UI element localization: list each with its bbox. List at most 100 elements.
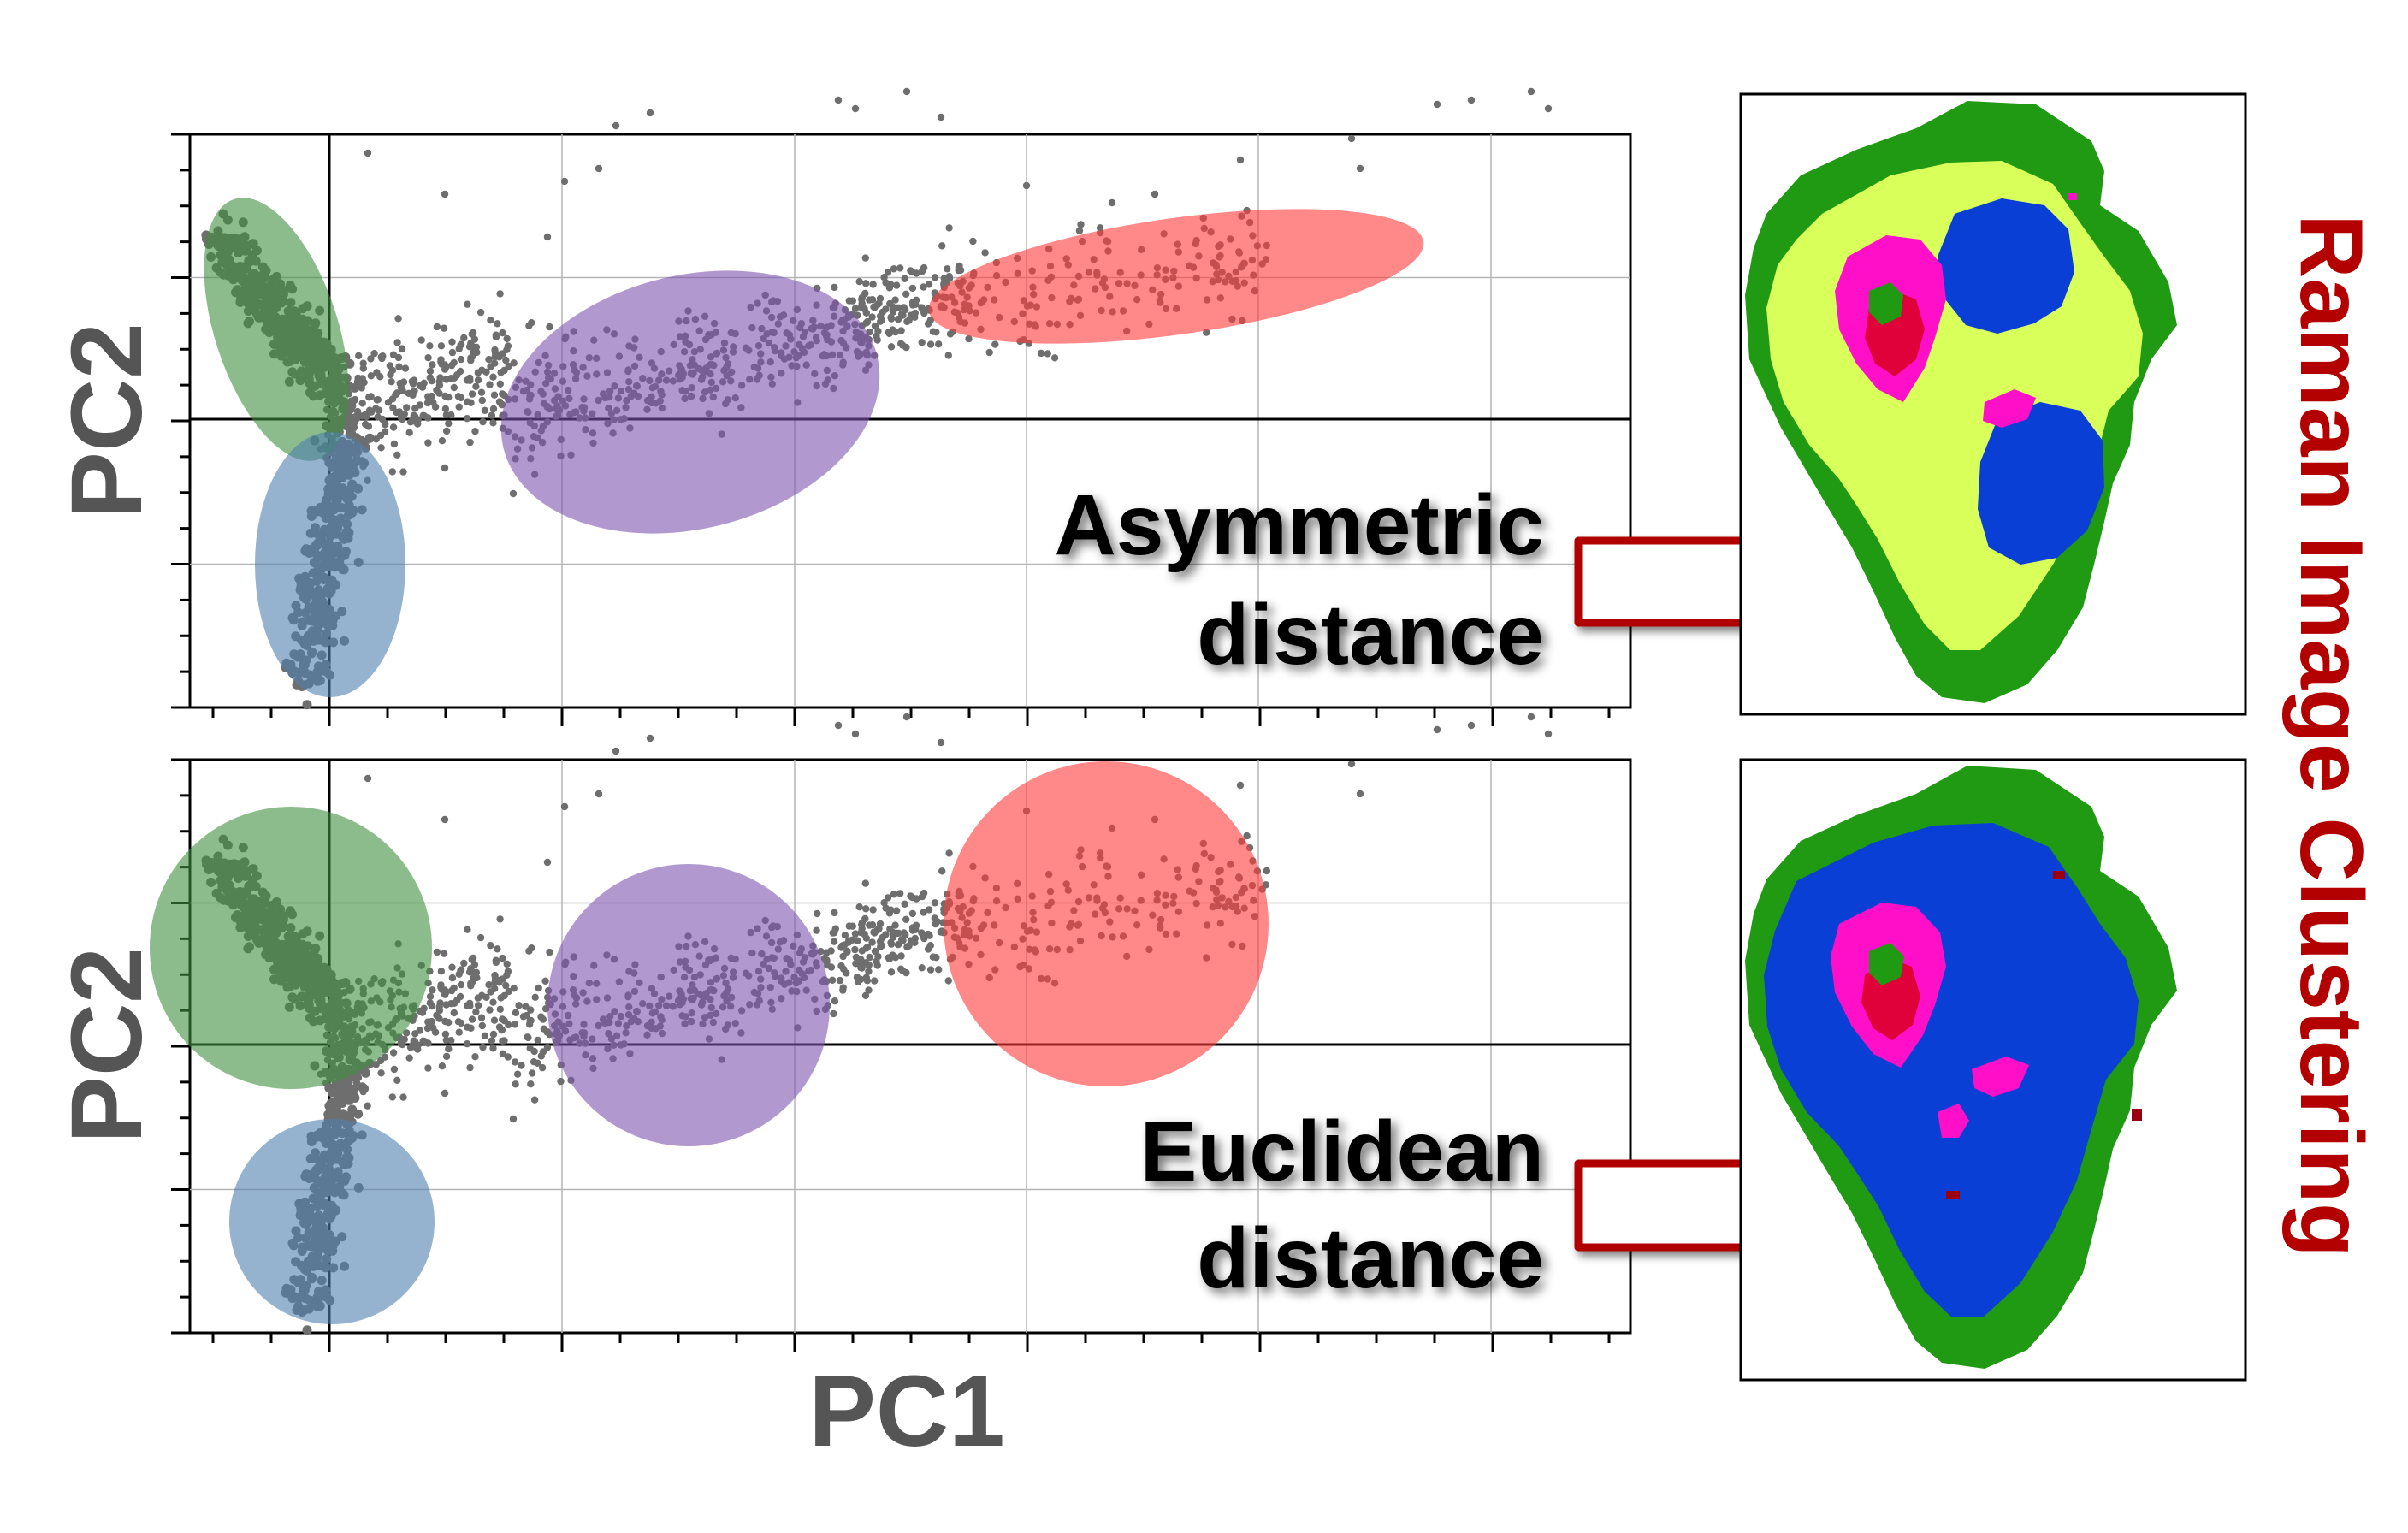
- scatter-point: [858, 920, 866, 929]
- scatter-point: [455, 403, 463, 411]
- scatter-point: [912, 921, 920, 930]
- scatter-point: [450, 984, 458, 992]
- scatter-point: [866, 953, 873, 962]
- scatter-point: [359, 364, 367, 372]
- scatter-point: [420, 379, 428, 387]
- scatter-point: [448, 963, 456, 971]
- scatter-point: [1433, 100, 1441, 109]
- scatter-point: [441, 405, 450, 413]
- scatter-point: [491, 359, 499, 367]
- scatter-point: [441, 464, 449, 472]
- scatter-point: [509, 1115, 518, 1123]
- scatter-point: [399, 1093, 407, 1101]
- raman-map-asymmetric: [1739, 92, 2247, 716]
- cell-region-magenta: [1972, 1057, 2029, 1097]
- scatter-point: [871, 322, 879, 330]
- scatter-point: [829, 929, 837, 937]
- scatter-point: [855, 278, 863, 286]
- scatter-point: [882, 279, 890, 287]
- scatter-point: [851, 305, 860, 312]
- scatter-point: [852, 960, 860, 968]
- scatter-point: [474, 376, 482, 384]
- scatter-point: [489, 1030, 498, 1039]
- scatter-point: [457, 980, 465, 989]
- scatter-point: [450, 1009, 458, 1017]
- scatter-point: [457, 341, 464, 349]
- scatter-point: [472, 343, 481, 351]
- scatter-point: [944, 265, 951, 273]
- scatter-point: [907, 937, 915, 944]
- scatter-point: [474, 994, 482, 1002]
- scatter-point: [445, 394, 453, 401]
- scatter-point: [374, 396, 382, 404]
- scatter-point: [429, 361, 436, 369]
- scatter-point: [935, 340, 943, 348]
- scatter-point: [423, 399, 432, 407]
- scatter-point: [965, 334, 973, 343]
- scatter-point: [938, 867, 946, 875]
- scatter-point: [364, 774, 372, 783]
- scatter-point: [496, 1005, 504, 1014]
- scatter-point: [447, 1000, 455, 1008]
- scatter-point: [429, 986, 436, 994]
- scatter-point: [463, 1040, 471, 1048]
- scatter-point: [388, 1093, 396, 1101]
- scatter-point: [376, 1057, 385, 1065]
- scatter-point: [841, 932, 849, 939]
- scatter-point: [834, 721, 843, 730]
- scatter-point: [403, 404, 411, 411]
- scatter-point: [302, 1325, 312, 1335]
- scatter-point: [423, 1024, 432, 1033]
- scatter-point: [1347, 134, 1356, 143]
- gridlines: [190, 134, 1630, 707]
- scatter-point: [945, 849, 953, 857]
- scatter-point: [417, 336, 425, 344]
- y-axis-title-bottom: PC2: [50, 947, 163, 1144]
- scatter-point: [489, 998, 497, 1006]
- scatter-point: [1356, 790, 1364, 798]
- scatter-point: [489, 419, 497, 427]
- scatter-point: [359, 359, 367, 367]
- scatter-point: [861, 289, 869, 298]
- scatter-point: [399, 468, 407, 476]
- scatter-point: [494, 945, 501, 953]
- scatter-point: [887, 938, 895, 947]
- scatter-point: [457, 355, 465, 364]
- scatter-point: [456, 367, 464, 376]
- scatter-point: [926, 932, 933, 939]
- scatter-point: [1236, 156, 1245, 164]
- scatter-point: [907, 311, 915, 319]
- scatter-point: [543, 1028, 552, 1036]
- euclidean-label-line1: Euclidean: [1140, 1104, 1544, 1199]
- scatter-point: [1467, 721, 1476, 730]
- scatter-point: [1263, 867, 1271, 875]
- scatter-point: [924, 320, 932, 328]
- scatter-point: [447, 375, 455, 382]
- cell-region-magenta: [2068, 193, 2077, 200]
- scatter-point: [436, 374, 444, 382]
- scatter-point: [887, 968, 896, 976]
- scatter-point: [498, 350, 506, 358]
- scatter-point: [944, 352, 953, 359]
- scatter-panel-asymmetric: [171, 87, 1632, 726]
- scatter-point: [871, 304, 879, 311]
- scatter-point: [428, 1003, 435, 1010]
- scatter-point: [1527, 87, 1535, 96]
- scatter-point: [488, 1037, 496, 1045]
- scatter-point: [365, 409, 373, 417]
- scatter-point: [512, 1009, 520, 1017]
- scatter-point: [831, 909, 838, 917]
- scatter-point: [359, 1087, 367, 1096]
- cluster-purple-ellipse: [500, 270, 880, 534]
- scatter-point: [388, 378, 395, 386]
- scatter-point: [442, 1052, 451, 1061]
- scatter-point: [505, 987, 512, 996]
- scatter-point: [920, 283, 927, 291]
- scatter-point: [435, 382, 444, 389]
- scatter-point: [467, 399, 475, 406]
- scatter-point: [612, 747, 620, 755]
- scatter-point: [457, 967, 464, 974]
- scatter-point: [858, 947, 866, 955]
- scatter-point: [472, 1008, 480, 1016]
